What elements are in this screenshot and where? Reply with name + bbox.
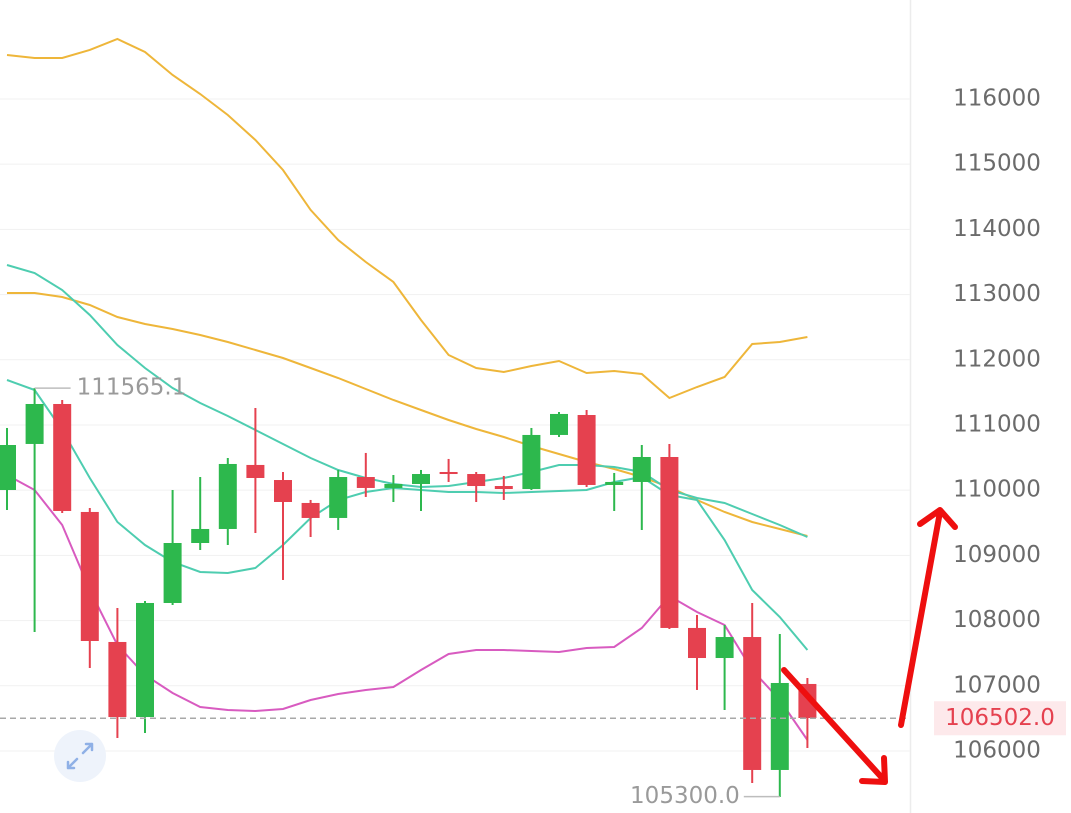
candle-body bbox=[329, 477, 348, 518]
candle-body bbox=[522, 434, 541, 490]
y-tick-label: 115000 bbox=[953, 151, 1041, 177]
indicator-line bbox=[6, 37, 808, 400]
y-tick-label: 107000 bbox=[953, 672, 1041, 698]
candle-body bbox=[53, 403, 72, 511]
y-tick-label: 116000 bbox=[953, 85, 1041, 111]
candle-body bbox=[412, 474, 430, 484]
candle-body bbox=[25, 403, 44, 444]
candle-body bbox=[439, 471, 458, 475]
candle-body bbox=[550, 413, 568, 435]
candles bbox=[0, 388, 817, 798]
y-tick-label: 106000 bbox=[953, 737, 1041, 763]
y-tick-label: 109000 bbox=[953, 542, 1041, 568]
candle-body bbox=[715, 637, 734, 659]
expand-icon[interactable] bbox=[54, 730, 106, 782]
candle-body bbox=[218, 463, 237, 529]
y-tick-label: 112000 bbox=[953, 346, 1041, 372]
candle-body bbox=[301, 502, 320, 518]
candle-body bbox=[274, 480, 292, 502]
candle-body bbox=[605, 481, 624, 485]
indicator-line bbox=[7, 292, 808, 537]
indicator-line bbox=[6, 379, 809, 651]
annotations: 111565.1 105300.0 106502.0 bbox=[0, 375, 1066, 809]
candle-body bbox=[632, 456, 651, 482]
candle-body bbox=[577, 415, 596, 485]
indicator-line bbox=[6, 264, 808, 538]
candle-body bbox=[743, 637, 762, 770]
candle-body bbox=[0, 445, 16, 490]
candle-body bbox=[494, 486, 513, 490]
y-tick-label: 114000 bbox=[953, 216, 1041, 242]
arrows bbox=[781, 507, 958, 785]
y-tick-label: 111000 bbox=[953, 411, 1041, 437]
candle-body bbox=[108, 641, 127, 718]
candle-body bbox=[246, 464, 265, 478]
max-marker-label: 111565.1 bbox=[77, 375, 187, 401]
candle-body bbox=[660, 456, 679, 628]
min-marker-label: 105300.0 bbox=[630, 783, 740, 809]
y-tick-label: 110000 bbox=[953, 477, 1041, 503]
last-price-box bbox=[934, 701, 1066, 736]
candle-body bbox=[80, 511, 99, 641]
candle-body bbox=[384, 483, 403, 488]
candle-body bbox=[356, 477, 375, 488]
grid: 106000 107000 108000 109000 110000 111000 1120… bbox=[0, 85, 1041, 763]
candle-body bbox=[467, 474, 486, 487]
candle-body bbox=[770, 682, 789, 770]
candle-body bbox=[136, 602, 154, 718]
candle-body bbox=[191, 528, 210, 543]
y-tick-label: 113000 bbox=[953, 281, 1041, 307]
indicator-line bbox=[6, 474, 809, 741]
candle-body bbox=[163, 542, 182, 603]
last-price-label: 106502.0 bbox=[945, 705, 1055, 731]
y-tick-label: 108000 bbox=[953, 607, 1041, 633]
candle-body bbox=[688, 627, 706, 659]
